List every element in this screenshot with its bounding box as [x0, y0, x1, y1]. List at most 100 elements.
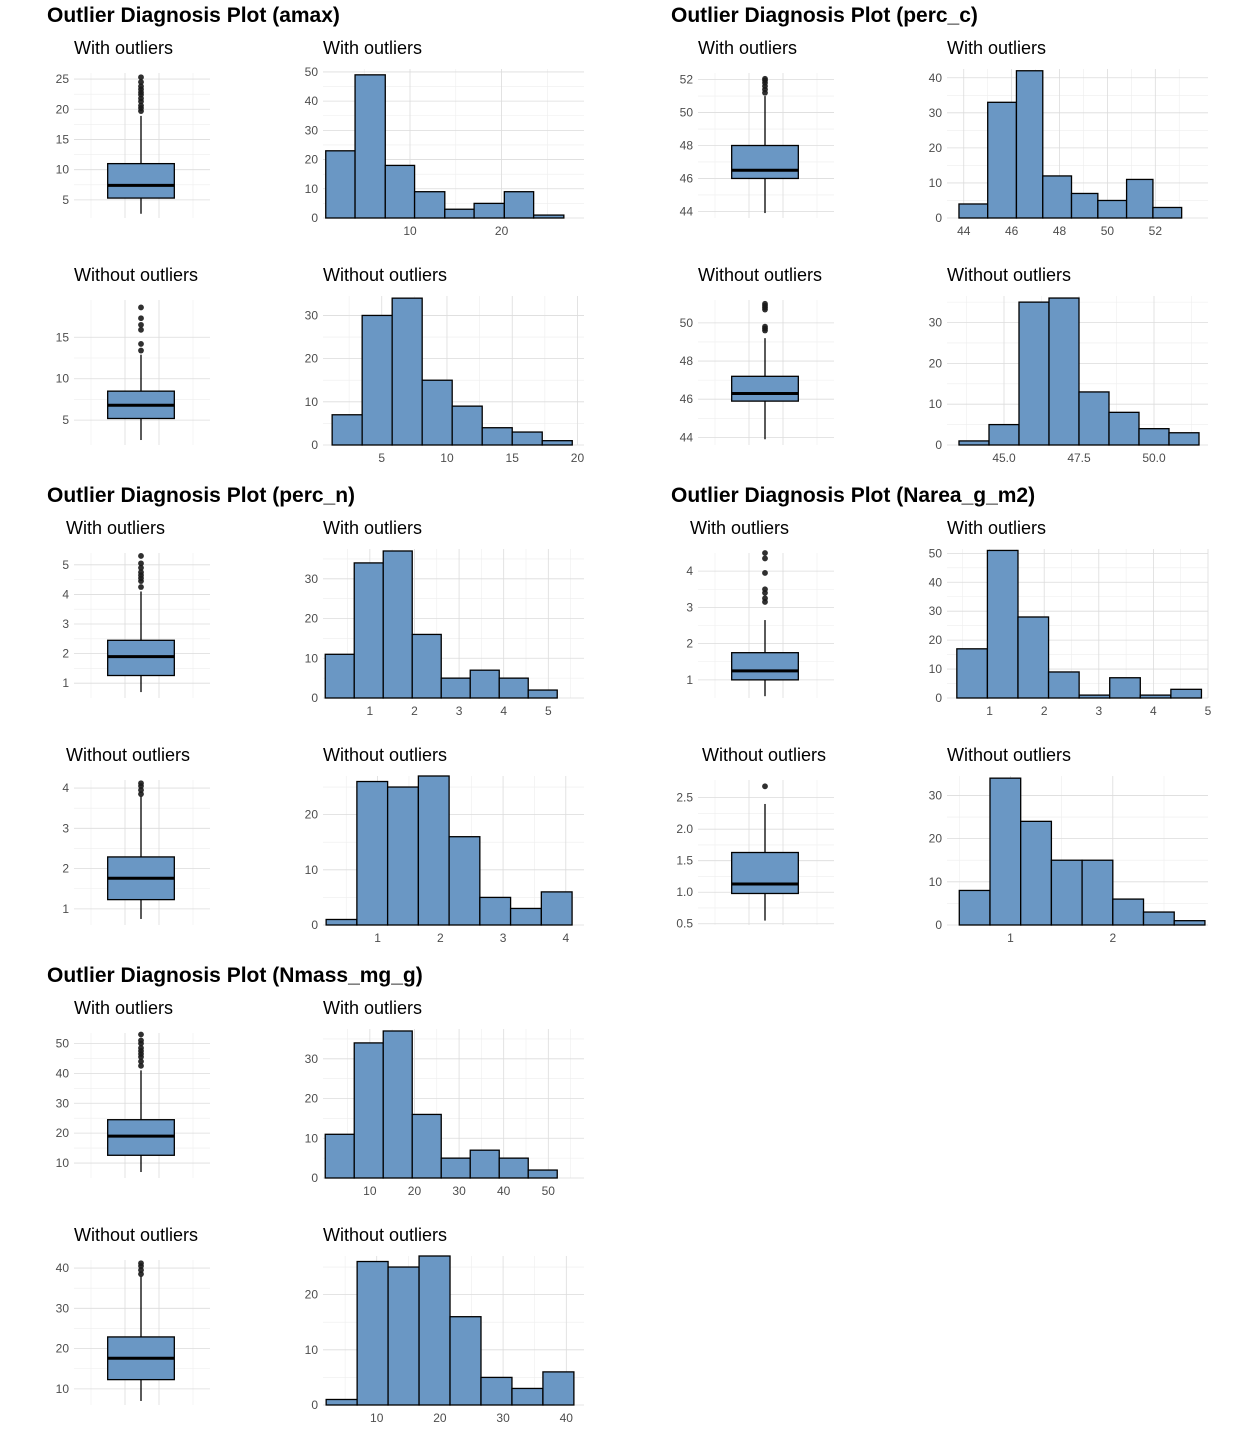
histogram-bar [387, 1266, 420, 1406]
histogram-bar [1168, 432, 1200, 446]
y-tick-label: 2 [686, 637, 693, 651]
histogram-bar [331, 414, 363, 446]
y-tick-label: 40 [305, 94, 319, 108]
outlier-point [138, 315, 144, 322]
y-tick-label: 10 [929, 397, 943, 411]
outlier-point [138, 584, 144, 590]
histogram-bar [1020, 820, 1053, 926]
outlier-point [762, 550, 768, 556]
histogram-bar [417, 775, 450, 926]
y-tick-label: 10 [305, 395, 319, 409]
y-tick-label: 40 [929, 71, 943, 85]
outlier-point [138, 553, 144, 559]
y-tick-label: 3 [62, 821, 69, 835]
y-tick-label: 2.0 [676, 822, 693, 836]
outlier-point [762, 300, 768, 307]
y-tick-label: 3 [62, 617, 69, 631]
histogram-bar [958, 440, 990, 446]
panel-title: With outliers [947, 38, 1046, 58]
y-tick-label: 0.5 [676, 917, 693, 931]
panel-title: Without outliers [947, 265, 1071, 285]
outlier-point [138, 560, 144, 567]
outlier-point [138, 1260, 144, 1267]
x-tick-label: 2 [411, 704, 418, 718]
x-tick-label: 5 [1205, 704, 1212, 718]
histogram-bar [353, 1042, 384, 1179]
x-tick-label: 30 [452, 1184, 466, 1198]
y-tick-label: 30 [56, 1096, 70, 1110]
histogram-bar [325, 150, 356, 219]
outlier-point [138, 304, 144, 311]
y-tick-label: 20 [305, 1288, 319, 1302]
y-tick-label: 20 [305, 612, 319, 626]
y-tick-label: 1 [686, 673, 693, 687]
histogram-bar [440, 1157, 471, 1179]
outlier-point [138, 1037, 144, 1044]
histogram-bar [1050, 859, 1083, 926]
histogram-bar [449, 1316, 482, 1406]
y-tick-label: 0 [311, 1398, 318, 1412]
y-tick-label: 2 [62, 862, 69, 876]
histogram-bar [958, 203, 989, 219]
outlier-point [138, 1271, 144, 1277]
y-tick-label: 30 [929, 106, 943, 120]
y-tick-label: 52 [680, 73, 694, 87]
y-tick-label: 10 [56, 1156, 70, 1170]
y-tick-label: 0 [935, 211, 942, 225]
y-tick-label: 20 [305, 153, 319, 167]
histogram-bar [1170, 688, 1203, 699]
y-tick-label: 20 [56, 1342, 70, 1356]
x-tick-label: 50.0 [1142, 451, 1166, 465]
outlier-point [138, 83, 144, 90]
panel-title: Without outliers [702, 745, 826, 765]
y-tick-label: 30 [929, 316, 943, 330]
y-tick-label: 50 [929, 546, 943, 560]
box-iqr [731, 144, 799, 180]
histogram-bar [527, 1169, 558, 1179]
outlier-point [762, 586, 768, 593]
y-tick-label: 10 [305, 863, 319, 877]
panel-title: With outliers [323, 518, 422, 538]
y-tick-label: 44 [680, 204, 694, 218]
histogram-bar [986, 549, 1019, 699]
histogram-bar [532, 214, 565, 219]
y-tick-label: 1.5 [676, 854, 693, 868]
y-tick-label: 20 [305, 352, 319, 366]
y-tick-label: 4 [686, 564, 693, 578]
histogram-bar [989, 777, 1022, 926]
histogram-bar [1081, 859, 1114, 926]
outlier-point [138, 780, 144, 787]
histogram-bar [1078, 694, 1111, 699]
outlier-point [138, 74, 144, 81]
y-tick-label: 50 [680, 106, 694, 120]
x-tick-label: 1 [367, 704, 374, 718]
panel-title: Without outliers [74, 1225, 198, 1245]
y-tick-label: 5 [62, 413, 69, 427]
outlier-point [138, 791, 144, 797]
panel-title: Without outliers [323, 1225, 447, 1245]
y-tick-label: 4 [62, 587, 69, 601]
histogram-bar [324, 1133, 355, 1179]
histogram-bar [473, 202, 505, 219]
panel-title: Without outliers [66, 745, 190, 765]
y-tick-label: 30 [305, 1052, 319, 1066]
y-tick-label: 46 [680, 171, 694, 185]
histogram-bar [391, 297, 423, 446]
histogram-bar [527, 689, 558, 699]
histogram-bar [413, 191, 446, 219]
outlier-point [138, 564, 144, 571]
histogram-bar [1015, 70, 1044, 219]
outlier-point [138, 1267, 144, 1273]
y-tick-label: 10 [305, 182, 319, 196]
x-tick-label: 40 [497, 1184, 511, 1198]
histogram-bar [451, 405, 483, 446]
histogram-bar [987, 101, 1018, 219]
histogram-bar [356, 1260, 389, 1406]
y-tick-label: 15 [56, 330, 70, 344]
outlier-point [762, 555, 768, 562]
y-tick-label: 0 [311, 211, 318, 225]
x-tick-label: 50 [1101, 224, 1115, 238]
x-tick-label: 45.0 [992, 451, 1016, 465]
panel-title: With outliers [323, 998, 422, 1018]
y-tick-label: 0 [311, 438, 318, 452]
